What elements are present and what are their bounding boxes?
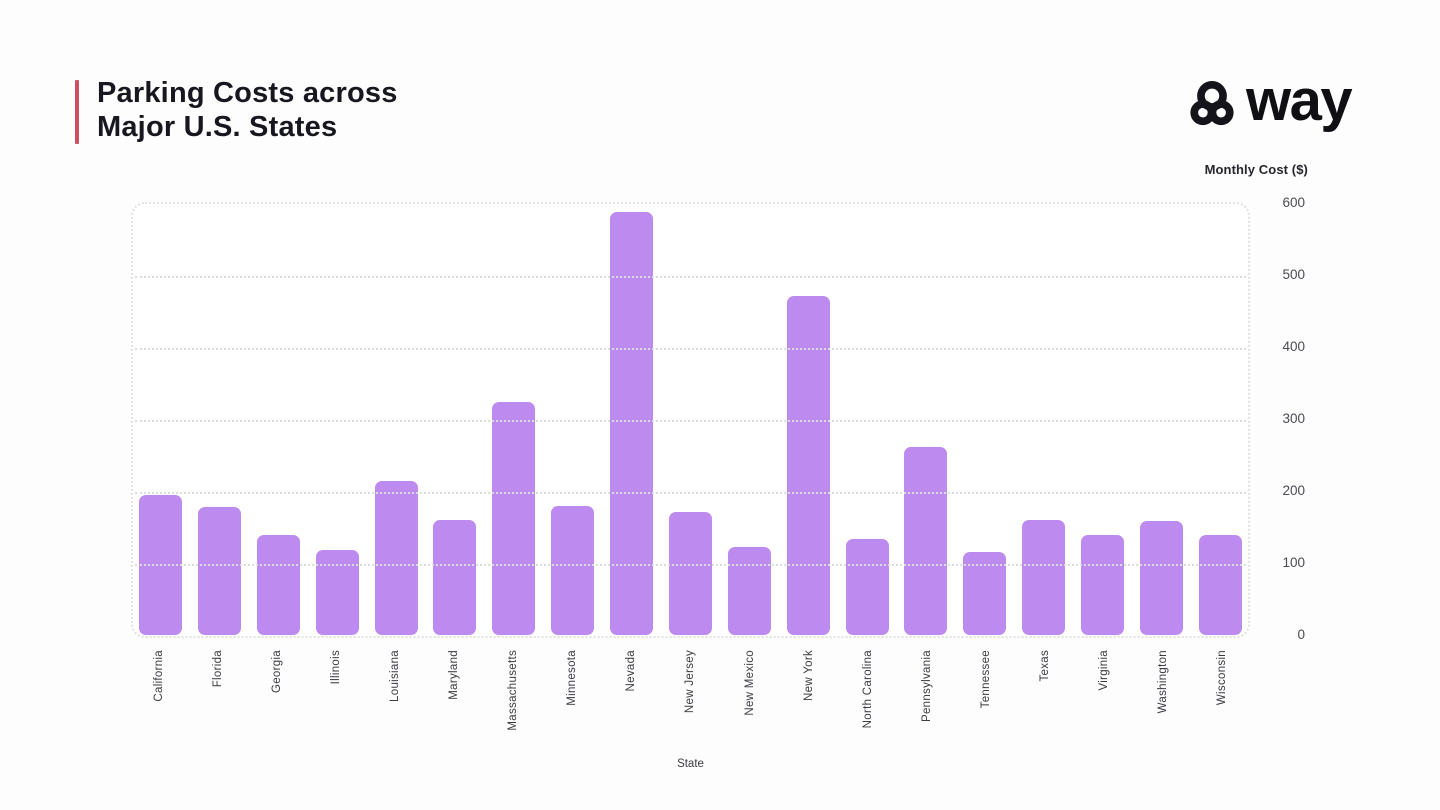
- x-tick-cell: New Jersey: [669, 650, 712, 775]
- x-tick-label: New Mexico: [743, 650, 756, 716]
- x-tick-label: Georgia: [270, 650, 283, 694]
- way-logo-text: way: [1246, 68, 1353, 133]
- x-tick-cell: Minnesota: [551, 650, 594, 775]
- x-tick-cell: Virginia: [1083, 650, 1126, 775]
- bar-massachusetts: [492, 402, 536, 635]
- gridline-500: [135, 276, 1246, 278]
- bar-wisconsin: [1198, 534, 1242, 635]
- bar-pennsylvania: [904, 447, 948, 635]
- y-tick-label-500: 500: [1282, 267, 1305, 282]
- x-tick-cell: Maryland: [433, 650, 476, 775]
- x-tick-cell: Illinois: [314, 650, 357, 775]
- gridline-400: [135, 348, 1246, 350]
- y-tick-label-600: 600: [1282, 195, 1305, 210]
- x-tick-cell: Pennsylvania: [905, 650, 948, 775]
- way-trefoil-icon: [1188, 80, 1236, 130]
- x-tick-label: Illinois: [329, 650, 342, 685]
- x-tick-cell: Georgia: [255, 650, 298, 775]
- bar-georgia: [256, 534, 300, 635]
- x-tick-label: Massachusetts: [507, 650, 520, 731]
- x-tick-label: Minnesota: [566, 650, 579, 706]
- x-tick-cell: Tennessee: [965, 650, 1008, 775]
- page-title: Parking Costs across Major U.S. States: [97, 76, 398, 144]
- way-logo: way: [1188, 68, 1353, 138]
- x-tick-cell: Nevada: [610, 650, 653, 775]
- bar-texas: [1022, 520, 1066, 635]
- x-tick-cell: California: [137, 650, 180, 775]
- x-axis-labels: California Florida Georgia Illinois Louisian…: [137, 650, 1244, 775]
- gridline-200: [135, 492, 1246, 494]
- x-tick-label: New Jersey: [684, 650, 697, 714]
- bar-new-jersey: [668, 512, 712, 635]
- x-tick-cell: North Carolina: [846, 650, 889, 775]
- x-tick-label: Wisconsin: [1216, 650, 1229, 706]
- x-tick-label: Tennessee: [980, 650, 993, 709]
- y-tick-label-400: 400: [1282, 339, 1305, 354]
- x-tick-label: Florida: [211, 650, 224, 688]
- x-tick-label: Pennsylvania: [920, 650, 933, 723]
- y-axis-title: Monthly Cost ($): [1204, 162, 1308, 177]
- page-title-line2: Major U.S. States: [97, 111, 338, 143]
- x-tick-label: Maryland: [448, 650, 461, 700]
- bar-new-mexico: [727, 546, 771, 635]
- plot-area: [131, 202, 1250, 638]
- x-tick-label: Texas: [1039, 650, 1052, 682]
- x-tick-label: Louisiana: [388, 650, 401, 702]
- y-tick-label-200: 200: [1282, 483, 1305, 498]
- page-title-line1: Parking Costs across: [97, 77, 398, 109]
- x-tick-cell: New York: [787, 650, 830, 775]
- bar-new-york: [786, 296, 830, 635]
- y-tick-label-0: 0: [1297, 627, 1305, 642]
- gridline-300: [135, 420, 1246, 422]
- y-tick-label-100: 100: [1282, 555, 1305, 570]
- x-axis-title: State: [677, 758, 704, 770]
- bar-maryland: [433, 520, 477, 635]
- x-tick-label: Nevada: [625, 650, 638, 692]
- x-tick-label: Virginia: [1098, 650, 1111, 691]
- x-tick-cell: Wisconsin: [1201, 650, 1244, 775]
- title-accent-bar: [75, 80, 79, 144]
- x-tick-label: Washington: [1157, 650, 1170, 714]
- x-tick-cell: Massachusetts: [492, 650, 535, 775]
- bar-florida: [197, 506, 241, 635]
- y-tick-label-300: 300: [1282, 411, 1305, 426]
- gridline-100: [135, 564, 1246, 566]
- x-tick-cell: Florida: [196, 650, 239, 775]
- bar-minnesota: [551, 506, 595, 635]
- x-tick-label: North Carolina: [861, 650, 874, 729]
- x-tick-label: California: [152, 650, 165, 702]
- x-tick-label: New York: [802, 650, 815, 701]
- bar-virginia: [1081, 534, 1124, 635]
- bar-louisiana: [374, 480, 418, 635]
- bar-washington: [1139, 521, 1183, 635]
- x-tick-cell: New Mexico: [728, 650, 771, 775]
- x-tick-cell: Louisiana: [373, 650, 416, 775]
- bar-north-carolina: [845, 538, 889, 635]
- x-tick-cell: Texas: [1024, 650, 1067, 775]
- x-tick-cell: Washington: [1142, 650, 1185, 775]
